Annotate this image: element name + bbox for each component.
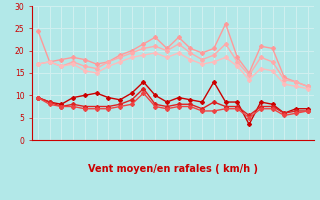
X-axis label: Vent moyen/en rafales ( km/h ): Vent moyen/en rafales ( km/h ): [88, 164, 258, 174]
